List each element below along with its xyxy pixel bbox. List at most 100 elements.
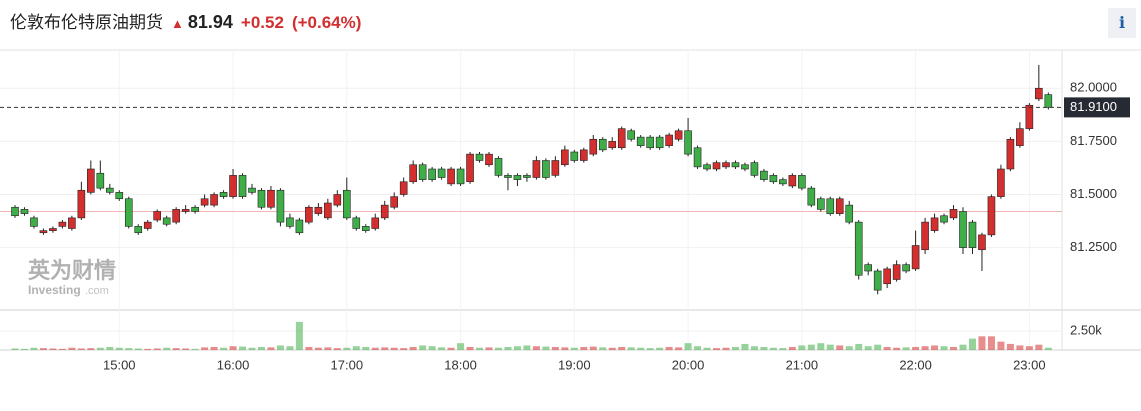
volume-bar (400, 348, 408, 350)
candle-body (267, 189, 275, 208)
volume-bar (760, 346, 768, 350)
candle-body (286, 217, 294, 227)
candle-body (997, 168, 1005, 197)
y-tick-label: 81.7500 (1070, 133, 1117, 148)
candle-body (276, 189, 285, 223)
candle-body (523, 175, 531, 178)
volume-bar (11, 348, 19, 350)
volume-bar (589, 346, 597, 350)
volume-bar (49, 348, 57, 350)
candle-body (788, 175, 797, 187)
volume-bar (978, 336, 986, 350)
candle-body (1006, 138, 1015, 170)
candle-body (352, 217, 361, 229)
volume-bar (561, 347, 569, 350)
candle-body (390, 196, 399, 208)
last-price: 81.94 (187, 12, 233, 32)
candle-body (418, 164, 427, 180)
candle-body (665, 134, 673, 146)
candle-body (864, 264, 873, 272)
candle-body (11, 206, 19, 217)
candle-body (674, 130, 683, 140)
volume-bar (798, 345, 806, 350)
volume-bar (494, 347, 502, 350)
volume-bar (428, 346, 436, 350)
candle-body (399, 181, 408, 195)
candle-body (892, 264, 901, 280)
volume-bar (1025, 346, 1033, 350)
volume-bar (675, 347, 683, 350)
x-tick-label: 15:00 (103, 357, 136, 372)
volume-bar (722, 347, 730, 350)
candle-body (532, 160, 541, 178)
candle-body (305, 206, 313, 223)
volume-bar (807, 344, 815, 350)
volume-bar (656, 347, 664, 350)
candle-body (456, 168, 465, 185)
volume-bar (855, 343, 863, 350)
candle-body (636, 136, 645, 146)
volume-bar (523, 345, 531, 350)
volume-bar (570, 347, 578, 350)
volume-bar (39, 348, 47, 350)
volume-bar (902, 347, 910, 350)
volume-bar (883, 346, 891, 350)
x-tick-label: 23:00 (1013, 357, 1046, 372)
candle-body (902, 264, 910, 272)
candle-body (703, 164, 711, 170)
volume-bar (314, 347, 322, 350)
x-tick-label: 19:00 (558, 357, 591, 372)
candle-body (238, 175, 247, 197)
last-price-box (1064, 97, 1130, 118)
candle-body (447, 168, 455, 185)
candle-body (30, 217, 38, 227)
candle-body (655, 136, 664, 149)
candle-body (968, 221, 977, 248)
volume-bar (324, 347, 332, 350)
x-tick-label: 20:00 (672, 357, 705, 372)
candle-body (428, 168, 436, 180)
header: 伦敦布伦特原油期货 ▲ 81.94 +0.52 (+0.64%) (10, 8, 361, 33)
candle-body (134, 226, 143, 234)
candle-body (798, 175, 806, 189)
candle-body (68, 217, 76, 229)
candle-body (49, 228, 57, 231)
volume-bar (305, 346, 313, 350)
volume-bar (447, 347, 455, 350)
volume-bar (58, 348, 66, 350)
volume-bar (788, 346, 796, 350)
candle-body (361, 226, 370, 231)
volume-bar (485, 347, 493, 350)
volume-bar (134, 348, 142, 350)
volume-bar (921, 346, 929, 350)
volume-bar (931, 345, 939, 350)
volume-bar (912, 346, 920, 350)
volume-bar (476, 347, 484, 350)
candle-body (617, 128, 626, 149)
volume-bar (779, 348, 787, 350)
info-button[interactable]: i (1108, 8, 1136, 38)
candle-body (87, 168, 95, 193)
volume-bar (826, 344, 834, 350)
volume-bar (371, 347, 379, 350)
candle-body (295, 219, 304, 234)
volume-bar (1006, 343, 1014, 350)
volume-bar (627, 347, 635, 350)
x-tick-label: 22:00 (899, 357, 932, 372)
volume-bar (77, 348, 85, 350)
volume-bar (87, 348, 95, 350)
volume-bar (968, 338, 976, 350)
volume-bar (239, 346, 247, 350)
candle-body (248, 187, 256, 193)
candle-body (210, 194, 218, 206)
candle-body (608, 141, 617, 149)
volume-bar (96, 347, 104, 350)
candle-body (769, 175, 778, 183)
volume-bar (950, 346, 958, 350)
volume-bar (1016, 345, 1024, 350)
volume-bar (362, 346, 370, 350)
volume-bar (409, 346, 417, 350)
volume-bar (115, 347, 123, 350)
volume-bar (210, 346, 218, 350)
volume-bar (68, 347, 76, 350)
